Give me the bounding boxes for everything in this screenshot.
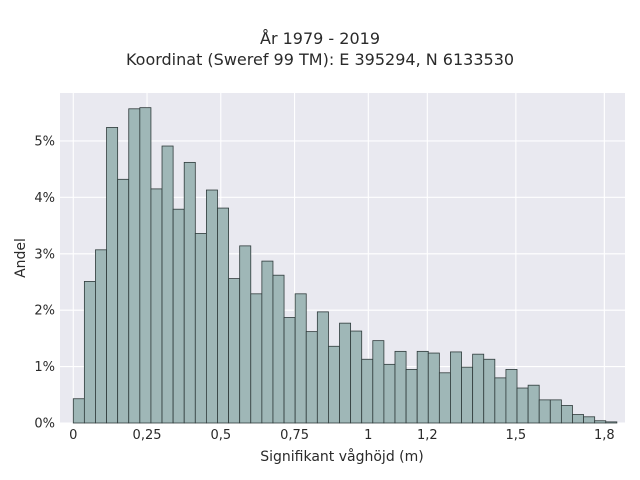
histogram-bar — [350, 330, 363, 424]
chart-subtitle: Koordinat (Sweref 99 TM): E 395294, N 61… — [125, 50, 515, 69]
histogram-bar — [83, 281, 96, 424]
histogram-bar — [394, 350, 407, 424]
histogram-bar — [372, 340, 385, 424]
histogram-bar — [527, 384, 540, 424]
x-axis-label: Signifikant våghöjd (m) — [260, 448, 423, 465]
histogram-bar — [72, 398, 85, 424]
histogram-bar — [538, 399, 551, 424]
y-tick-label: 2% — [34, 304, 55, 319]
histogram-bar — [294, 293, 307, 424]
histogram-bar — [205, 189, 218, 424]
x-tick-label: 1,8 — [594, 428, 615, 443]
histogram-bar — [95, 249, 107, 424]
histogram-bar — [438, 372, 451, 424]
histogram-bar — [217, 207, 229, 424]
x-tick-label: 0,5 — [210, 428, 231, 443]
histogram-bar — [228, 278, 241, 424]
histogram-bar — [250, 293, 263, 424]
histogram-bar — [183, 161, 196, 424]
histogram-bar — [139, 107, 152, 424]
x-tick-label: 0,75 — [280, 428, 309, 443]
y-tick-label: 4% — [34, 191, 55, 206]
x-tick-label: 1 — [364, 428, 372, 443]
histogram-bar — [605, 421, 618, 424]
x-tick-label: 0,25 — [133, 428, 162, 443]
histogram-bar — [483, 358, 496, 424]
histogram-bar — [427, 352, 440, 424]
x-axis-ticks: 0 0,25 0,5 0,75 1 1,2 1,5 1,8 — [69, 428, 615, 443]
y-tick-label: 0% — [34, 417, 55, 432]
histogram-bar — [583, 416, 596, 424]
histogram-bar — [161, 145, 174, 424]
histogram-bar — [194, 233, 207, 424]
histogram-bar — [261, 260, 274, 424]
histogram-bar — [505, 369, 518, 424]
histogram-bar — [572, 414, 584, 424]
y-tick-label: 5% — [34, 134, 55, 149]
histogram-bar — [461, 366, 474, 424]
x-tick-label: 0 — [69, 428, 77, 443]
chart-title: År 1979 - 2019 — [260, 29, 380, 48]
histogram-bar — [450, 351, 462, 424]
histogram-bar — [472, 353, 485, 424]
histogram-bar — [416, 350, 429, 424]
histogram-bar — [150, 188, 163, 424]
x-tick-label: 1,5 — [505, 428, 526, 443]
histogram-bar — [383, 363, 396, 424]
histogram-bar — [405, 369, 418, 424]
histogram-bar — [239, 245, 252, 424]
histogram-bar — [283, 317, 296, 424]
histogram-bar — [305, 331, 318, 424]
y-tick-label: 1% — [34, 360, 55, 375]
histogram-bar — [106, 127, 119, 424]
histogram-bar — [328, 345, 340, 424]
histogram-bar — [549, 399, 562, 424]
histogram-bar — [494, 377, 507, 424]
histogram-bar — [128, 108, 141, 424]
histogram-bar — [172, 208, 185, 424]
histogram-bar — [594, 420, 607, 424]
y-axis-label: Andel — [13, 238, 29, 278]
histogram-bar — [361, 358, 374, 424]
x-tick-label: 1,2 — [417, 428, 438, 443]
histogram-bar — [316, 311, 329, 424]
histogram-bar — [117, 178, 130, 424]
bars — [72, 107, 618, 424]
y-axis-ticks: 0% 1% 2% 3% 4% 5% — [34, 134, 55, 431]
histogram-bar — [516, 387, 529, 424]
histogram-bar — [272, 274, 285, 424]
histogram-bar — [560, 405, 573, 424]
histogram-bar — [339, 322, 352, 424]
y-tick-label: 3% — [34, 247, 55, 262]
